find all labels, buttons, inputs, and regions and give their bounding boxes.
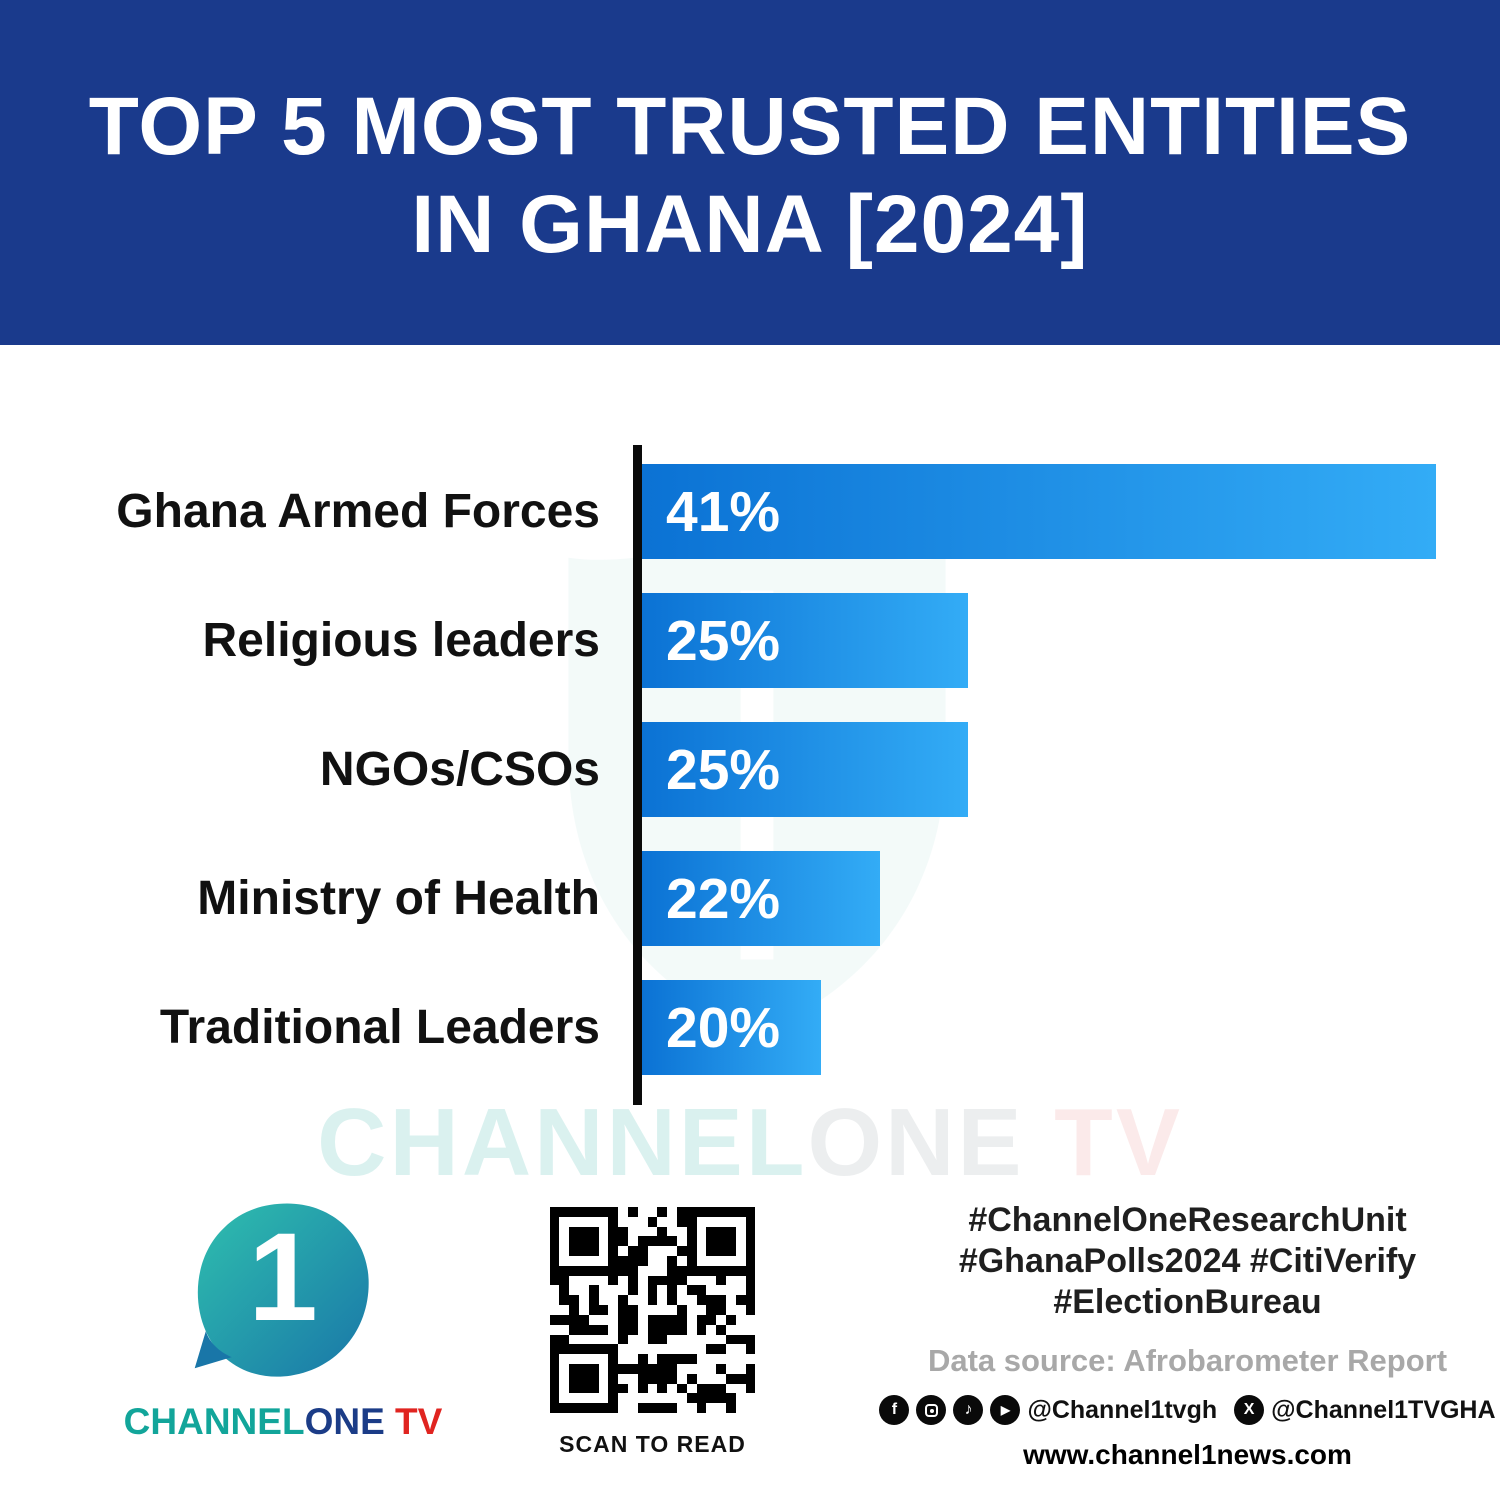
- bar-value: 20%: [666, 995, 781, 1060]
- header-banner: TOP 5 MOST TRUSTED ENTITIES IN GHANA [20…: [0, 0, 1500, 345]
- chart-axis-line: [633, 445, 642, 1105]
- bar-label-traditional-leaders: Traditional Leaders: [159, 1001, 600, 1054]
- watermark-tv: TV: [1024, 1089, 1183, 1196]
- social-handle-2: @Channel1TVGHA: [1271, 1395, 1496, 1424]
- bar: 20%: [642, 980, 821, 1075]
- bar-value: 41%: [666, 479, 781, 544]
- bar-label-ngos-csos: NGOs/CSOs: [319, 743, 600, 796]
- page-title-line1: TOP 5 MOST TRUSTED ENTITIES: [88, 81, 1412, 172]
- bar-value: 22%: [666, 866, 781, 931]
- bar-label-ghana-armed-forces: Ghana Armed Forces: [116, 485, 600, 538]
- channel-one-text-watermark: CHANNELONE TV: [0, 1088, 1500, 1198]
- channel-one-logo-block: 1 CHANNELONE TV: [118, 1198, 448, 1443]
- bar-value: 25%: [666, 608, 781, 673]
- watermark-one: ONE: [807, 1089, 1025, 1196]
- logo-wordmark-one: ONE: [304, 1401, 385, 1442]
- qr-block: SCAN TO READ: [540, 1203, 765, 1458]
- logo-digit: 1: [248, 1208, 318, 1347]
- bar: 22%: [642, 851, 881, 946]
- instagram-icon: [916, 1395, 947, 1425]
- hashtags: #ChannelOneResearchUnit #GhanaPolls2024 …: [905, 1200, 1470, 1323]
- hashtag-line-3: #ElectionBureau: [1053, 1283, 1322, 1321]
- hashtag-line-2: #GhanaPolls2024 #CitiVerify: [958, 1242, 1417, 1280]
- logo-wordmark: CHANNELONE TV: [118, 1401, 448, 1443]
- channel-one-logo-icon: 1: [191, 1198, 376, 1383]
- logo-wordmark-tv: TV: [384, 1401, 443, 1442]
- page-title-line2: IN GHANA [2024]: [411, 179, 1089, 270]
- bar: 41%: [642, 464, 1436, 559]
- youtube-icon: ▶: [990, 1395, 1021, 1425]
- bar-label-religious-leaders: Religious leaders: [202, 614, 600, 667]
- tiktok-icon: ♪: [953, 1395, 984, 1425]
- logo-wordmark-channel: CHANNEL: [123, 1401, 305, 1442]
- footer-info-block: #ChannelOneResearchUnit #GhanaPolls2024 …: [879, 1200, 1496, 1471]
- watermark-channel: CHANNEL: [317, 1089, 808, 1196]
- bar-label-ministry-of-health: Ministry of Health: [197, 872, 600, 925]
- page-title: TOP 5 MOST TRUSTED ENTITIES IN GHANA [20…: [0, 0, 1500, 274]
- hashtag-line-1: #ChannelOneResearchUnit: [968, 1201, 1407, 1239]
- website-url: www.channel1news.com: [1023, 1439, 1352, 1470]
- x-twitter-icon: X: [1234, 1395, 1265, 1425]
- social-media-row: f ♪ ▶ @Channel1tvgh X @Channel1TVGHA: [879, 1395, 1496, 1425]
- qr-caption: SCAN TO READ: [559, 1431, 746, 1457]
- data-source-text: Data source: Afrobarometer Report: [927, 1343, 1448, 1378]
- qr-code: [545, 1203, 760, 1417]
- bar: 25%: [642, 722, 968, 817]
- facebook-icon: f: [879, 1395, 910, 1425]
- bar: 25%: [642, 593, 968, 688]
- bar-value: 25%: [666, 737, 781, 802]
- social-handle-1: @Channel1tvgh: [1027, 1395, 1218, 1424]
